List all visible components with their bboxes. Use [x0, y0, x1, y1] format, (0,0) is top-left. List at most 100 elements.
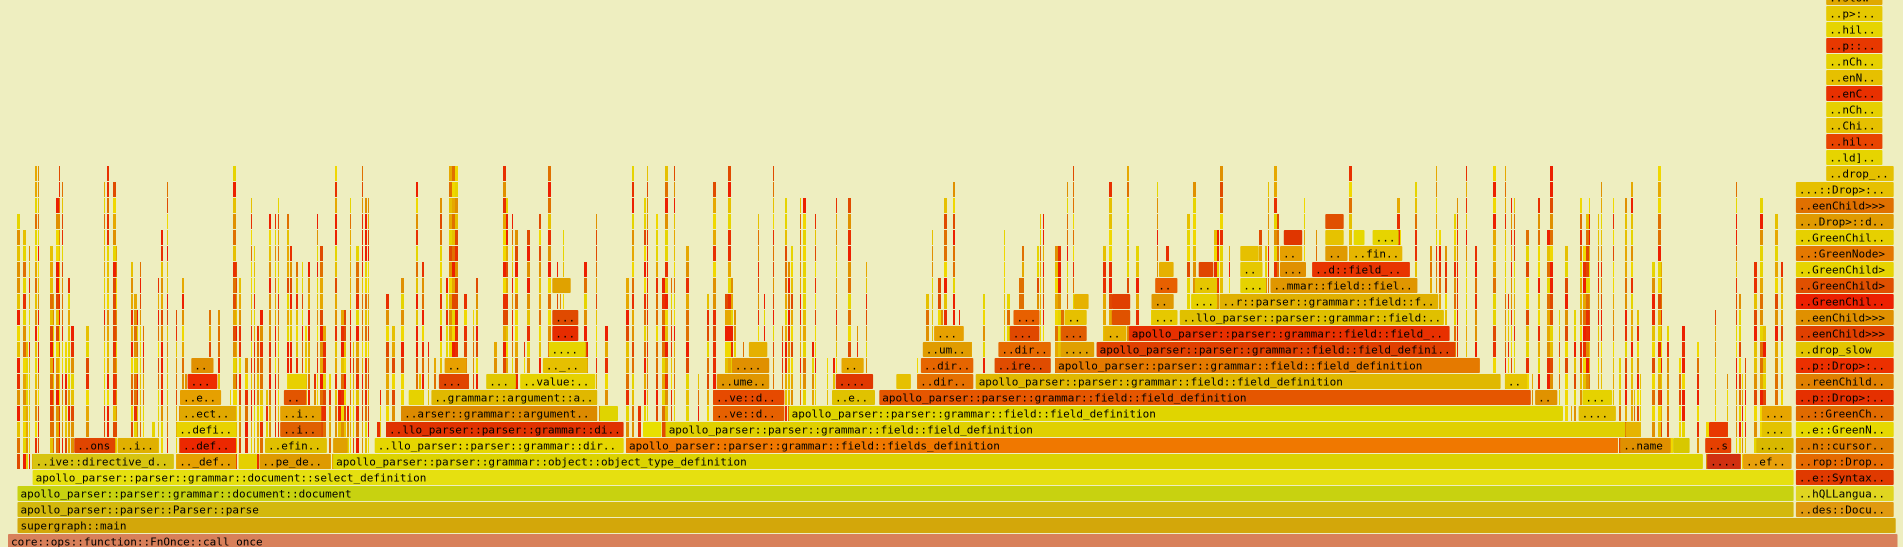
flame-frame-bar[interactable] — [1795, 438, 1894, 453]
flame-frame-unlabeled[interactable] — [428, 342, 429, 357]
flame-frame-unlabeled[interactable] — [1625, 406, 1627, 421]
flame-frame-unlabeled[interactable] — [1679, 358, 1681, 373]
flame-frame-unlabeled[interactable] — [638, 406, 641, 421]
flame-frame-unlabeled[interactable] — [926, 294, 929, 309]
flame-frame-unlabeled[interactable] — [449, 326, 452, 341]
flame-frame-unlabeled[interactable] — [416, 182, 418, 197]
flame-frame-unlabeled[interactable] — [791, 326, 793, 341]
flame-frame[interactable]: ..e....ectives — [832, 390, 875, 405]
flame-frame-unlabeled[interactable] — [254, 246, 255, 261]
flame-frame-unlabeled[interactable] — [356, 374, 359, 389]
flame-frame-unlabeled[interactable] — [62, 326, 63, 341]
flame-frame-unlabeled[interactable] — [416, 262, 418, 277]
flame-frame-unlabeled[interactable] — [539, 326, 541, 341]
flame-frame-bar[interactable] — [1240, 262, 1263, 277]
flame-frame-unlabeled[interactable] — [50, 310, 53, 325]
flame-frame-unlabeled[interactable] — [449, 342, 452, 357]
flame-frame-unlabeled[interactable] — [17, 438, 20, 453]
flame-frame-bar[interactable] — [1795, 406, 1894, 421]
flame-frame[interactable]: apollo_parser::parser::grammar::field::f… — [1128, 326, 1450, 341]
flame-frame-unlabeled[interactable] — [758, 230, 759, 245]
flame-frame-unlabeled[interactable] — [503, 230, 506, 245]
flame-frame-unlabeled[interactable] — [29, 374, 30, 389]
flame-frame-unlabeled[interactable] — [1157, 214, 1158, 229]
flame-frame-unlabeled[interactable] — [455, 230, 458, 245]
flame-frame-unlabeled[interactable] — [23, 422, 26, 437]
flame-frame-unlabeled[interactable] — [50, 374, 53, 389]
flame-frame-unlabeled[interactable] — [134, 390, 137, 405]
flame-frame-unlabeled[interactable] — [233, 214, 236, 229]
flame-frame-unlabeled[interactable] — [647, 182, 648, 197]
flame-frame-unlabeled[interactable] — [1754, 294, 1757, 309]
flame-frame-unlabeled[interactable] — [158, 294, 159, 309]
flame-frame-unlabeled[interactable] — [1598, 374, 1599, 389]
flame-frame-unlabeled[interactable] — [1007, 326, 1010, 341]
flame-frame-unlabeled[interactable] — [671, 390, 672, 405]
flame-frame-unlabeled[interactable] — [1613, 358, 1614, 373]
flame-frame-unlabeled[interactable] — [1073, 262, 1074, 277]
flame-frame[interactable]: ..::GreenCh....::GreenChild>> — [1795, 406, 1894, 421]
flame-frame-unlabeled[interactable] — [275, 326, 276, 341]
flame-frame-unlabeled[interactable] — [1349, 166, 1352, 181]
flame-frame-unlabeled[interactable] — [50, 262, 53, 277]
flame-frame-bar[interactable] — [994, 358, 1051, 373]
flame-frame-unlabeled[interactable] — [1580, 374, 1582, 389]
flame-frame-unlabeled[interactable] — [596, 262, 597, 277]
flame-frame-unlabeled[interactable] — [800, 214, 801, 229]
flame-frame-unlabeled[interactable] — [1559, 342, 1560, 357]
flame-frame-unlabeled[interactable] — [1103, 246, 1106, 261]
flame-frame-unlabeled[interactable] — [455, 326, 458, 341]
flame-frame-unlabeled[interactable] — [29, 406, 30, 421]
flame-frame-unlabeled[interactable] — [1625, 310, 1627, 325]
flame-frame-unlabeled[interactable] — [365, 230, 367, 245]
flame-frame-unlabeled[interactable] — [665, 262, 668, 277]
flame-frame-unlabeled[interactable] — [1274, 166, 1277, 181]
flame-frame[interactable]: ..GreenChild>..GreenChild> — [1795, 278, 1894, 293]
flame-frame-unlabeled[interactable] — [527, 278, 530, 293]
flame-frame-unlabeled[interactable] — [17, 342, 20, 357]
flame-frame-unlabeled[interactable] — [605, 358, 608, 373]
flame-frame-bar[interactable] — [1151, 294, 1174, 309]
flame-frame-unlabeled[interactable] — [278, 310, 279, 325]
flame-frame-unlabeled[interactable] — [287, 230, 289, 245]
flame-frame-unlabeled[interactable] — [296, 310, 298, 325]
flame-frame-unlabeled[interactable] — [26, 390, 28, 405]
flame-frame[interactable]: apollo_parser::parser::grammar::field::f… — [665, 422, 1626, 437]
flame-frame-unlabeled[interactable] — [1613, 230, 1614, 245]
flame-frame-unlabeled[interactable] — [932, 246, 933, 261]
flame-frame-unlabeled[interactable] — [1109, 230, 1112, 245]
flame-frame-unlabeled[interactable] — [1493, 358, 1496, 373]
flame-frame-unlabeled[interactable] — [605, 326, 608, 341]
flame-frame-unlabeled[interactable] — [161, 294, 163, 309]
flame-frame-unlabeled[interactable] — [1763, 326, 1766, 341]
flame-frame-unlabeled[interactable] — [236, 262, 237, 277]
flame-frame-bar[interactable] — [1795, 454, 1894, 469]
flame-frame-unlabeled[interactable] — [1736, 326, 1737, 341]
flame-frame[interactable]: ..e — [748, 342, 768, 357]
flame-frame-unlabeled[interactable] — [1514, 358, 1515, 373]
flame-frame-unlabeled[interactable] — [725, 326, 728, 341]
flame-frame-unlabeled[interactable] — [1565, 310, 1568, 325]
flame-frame-unlabeled[interactable] — [320, 406, 323, 421]
flame-frame-unlabeled[interactable] — [1187, 246, 1190, 261]
flame-frame-unlabeled[interactable] — [1457, 198, 1458, 213]
flame-frame-unlabeled[interactable] — [239, 310, 241, 325]
flame-frame-unlabeled[interactable] — [665, 182, 668, 197]
flame-frame-unlabeled[interactable] — [308, 326, 310, 341]
flame-frame-unlabeled[interactable] — [1415, 262, 1417, 277]
flame-frame-unlabeled[interactable] — [1019, 294, 1022, 309]
flame-frame-unlabeled[interactable] — [1760, 246, 1763, 261]
flame-frame-bar[interactable] — [665, 422, 1626, 437]
flame-frame-unlabeled[interactable] — [1631, 230, 1633, 245]
flame-frame-unlabeled[interactable] — [1580, 390, 1582, 405]
flame-frame-unlabeled[interactable] — [1760, 390, 1763, 405]
flame-frame-unlabeled[interactable] — [1040, 214, 1041, 229]
flame-frame-unlabeled[interactable] — [218, 342, 220, 357]
flame-frame-unlabeled[interactable] — [1550, 182, 1553, 197]
flame-frame-unlabeled[interactable] — [1127, 166, 1129, 181]
flame-frame-unlabeled[interactable] — [1706, 422, 1709, 437]
flame-frame-unlabeled[interactable] — [524, 342, 525, 357]
flame-frame-unlabeled[interactable] — [1631, 358, 1633, 373]
flame-frame-unlabeled[interactable] — [1550, 310, 1553, 325]
flame-frame-unlabeled[interactable] — [446, 310, 448, 325]
